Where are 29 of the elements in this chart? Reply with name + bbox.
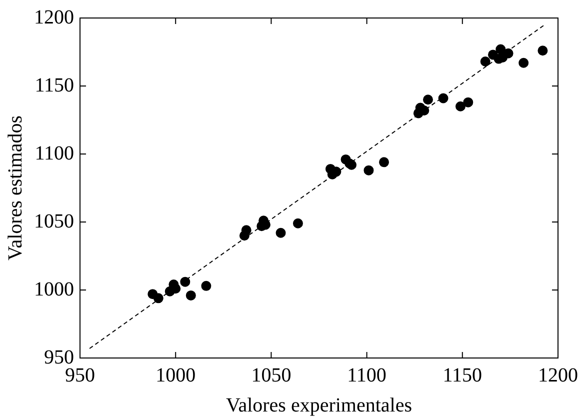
y-tick-label: 1150 <box>34 74 74 96</box>
x-tick-label: 1000 <box>156 364 196 386</box>
y-axis-title: Valores estimados <box>4 115 26 260</box>
point <box>153 293 164 304</box>
point <box>422 94 433 105</box>
point <box>180 276 190 287</box>
point <box>438 93 448 104</box>
point <box>480 56 490 67</box>
point <box>379 157 390 168</box>
point <box>364 165 374 176</box>
y-tick-label: 1000 <box>34 278 74 300</box>
point <box>455 101 466 112</box>
point <box>463 97 474 108</box>
point <box>503 48 514 58</box>
point <box>538 46 548 56</box>
point <box>201 280 212 291</box>
point <box>241 225 252 236</box>
x-tick-label: 1100 <box>347 364 386 386</box>
x-tick-label: 1200 <box>538 364 578 386</box>
x-axis-title: Valores experimentales <box>226 394 412 416</box>
point <box>186 290 196 300</box>
point <box>276 228 286 238</box>
y-tick-label: 1100 <box>34 142 74 164</box>
x-tick-label: 1150 <box>442 364 482 386</box>
x-tick-label: 1050 <box>251 364 292 386</box>
y-tick-label: 1200 <box>34 6 74 28</box>
point <box>518 58 529 68</box>
y-tick-label: 1050 <box>34 210 74 232</box>
point <box>292 218 303 228</box>
